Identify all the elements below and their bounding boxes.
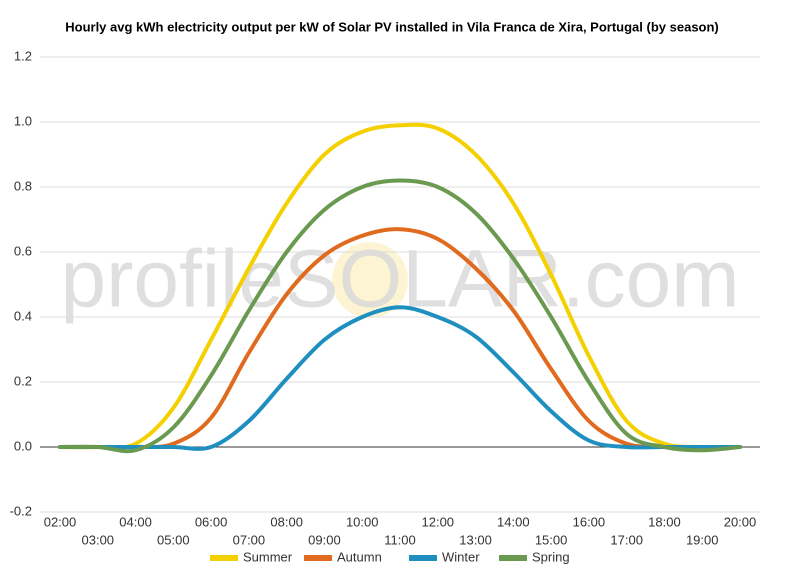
legend-label: Summer (243, 549, 293, 564)
x-tick-label: 04:00 (119, 514, 152, 529)
x-tick-label: 06:00 (195, 514, 228, 529)
x-tick-label: 12:00 (422, 514, 455, 529)
legend-label: Spring (532, 549, 570, 564)
grid (40, 56, 760, 513)
x-tick-label: 07:00 (233, 532, 266, 547)
x-tick-label: 13:00 (459, 532, 492, 547)
watermark: profileSOLAR.com (60, 234, 739, 325)
x-tick-label: 10:00 (346, 514, 379, 529)
legend-label: Autumn (337, 549, 382, 564)
x-tick-label: 16:00 (573, 514, 606, 529)
line (58, 122, 742, 450)
x-tick-label: 02:00 (44, 514, 77, 529)
legend-label: Winter (442, 549, 480, 564)
x-tick-label: 03:00 (82, 532, 115, 547)
y-tick-label: 1.2 (14, 48, 32, 63)
x-tick-label: 11:00 (384, 532, 416, 547)
x-tick-label: 20:00 (724, 514, 757, 529)
x-tick-label: 17:00 (610, 532, 643, 547)
y-tick-label: 0.8 (14, 178, 32, 193)
x-tick-label: 19:00 (686, 532, 719, 547)
y-tick-label: 0.2 (14, 373, 32, 388)
x-tick-label: 14:00 (497, 514, 530, 529)
legend-swatch (304, 555, 332, 561)
chart-title: Hourly avg kWh electricity output per kW… (65, 19, 719, 34)
legend-swatch (409, 555, 437, 561)
y-tick-label: 0.4 (14, 308, 32, 323)
y-tick-label: 0.0 (14, 438, 32, 453)
x-tick-label: 15:00 (535, 532, 568, 547)
watermark-sun (332, 242, 408, 318)
y-tick-label: 0.6 (14, 243, 32, 258)
x-tick-label: 05:00 (157, 532, 190, 547)
line (58, 227, 742, 450)
x-tick-label: 08:00 (270, 514, 303, 529)
legend-swatch (210, 555, 238, 561)
line (58, 305, 742, 451)
x-tick-label: 09:00 (308, 532, 341, 547)
legend-swatch (499, 555, 527, 561)
y-tick-label: -0.2 (10, 503, 32, 518)
x-tick-label: 18:00 (648, 514, 681, 529)
line (58, 178, 742, 454)
y-tick-label: 1.0 (14, 113, 32, 128)
